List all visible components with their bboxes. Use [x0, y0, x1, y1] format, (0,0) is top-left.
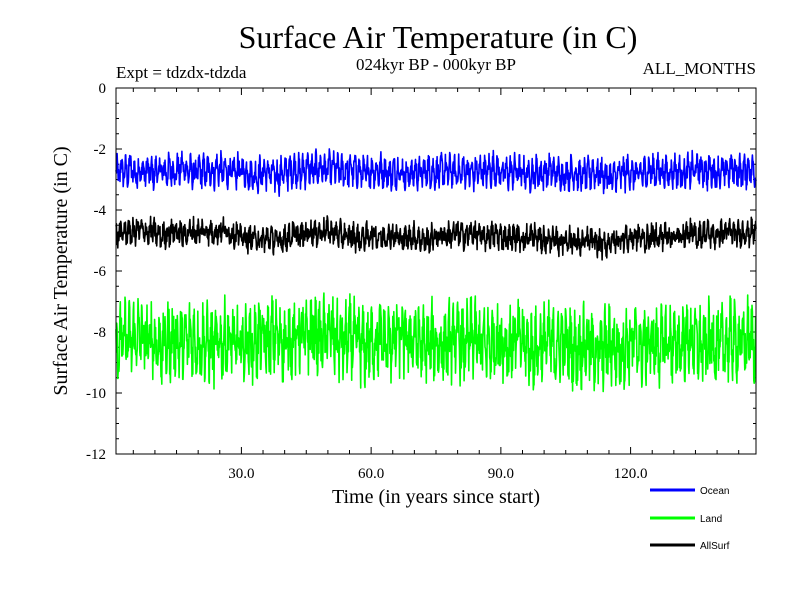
y-axis-label: Surface Air Temperature (in C) — [50, 146, 72, 395]
plot-frame — [115, 87, 757, 455]
x-axis-label: Time (in years since start) — [332, 486, 540, 508]
legend: Ocean Land AllSurf — [650, 486, 730, 552]
legend-label-allsurf: AllSurf — [700, 541, 730, 552]
y-tick-label: -2 — [94, 142, 107, 158]
y-tick-label: 0 — [99, 81, 107, 97]
x-tick-label: 30.0 — [228, 466, 254, 482]
y-tick-label: -12 — [86, 447, 106, 463]
series-lines — [115, 148, 757, 393]
x-tick-label: 120.0 — [614, 466, 648, 482]
legend-label-land: Land — [700, 514, 722, 525]
x-axis: 30.0 60.0 90.0 120.0 — [132, 88, 740, 482]
series-line-ocean — [115, 148, 757, 197]
period-label: ALL_MONTHS — [643, 59, 756, 78]
y-tick-label: -6 — [94, 264, 107, 280]
y-axis: 0 -2 -4 -6 -8 -10 -12 — [86, 81, 756, 463]
series-line-allsurf — [115, 215, 757, 261]
y-tick-label: -10 — [86, 386, 106, 402]
series-line-land — [115, 292, 757, 393]
chart-title: Surface Air Temperature (in C) — [239, 19, 638, 55]
x-tick-label: 60.0 — [358, 466, 384, 482]
chart-subtitle: 024kyr BP - 000kyr BP — [356, 55, 516, 74]
y-tick-label: -4 — [94, 203, 107, 219]
x-tick-label: 90.0 — [488, 466, 514, 482]
legend-label-ocean: Ocean — [700, 486, 729, 497]
y-tick-label: -8 — [94, 325, 107, 341]
experiment-label: Expt = tdzdx-tdzda — [116, 63, 247, 82]
